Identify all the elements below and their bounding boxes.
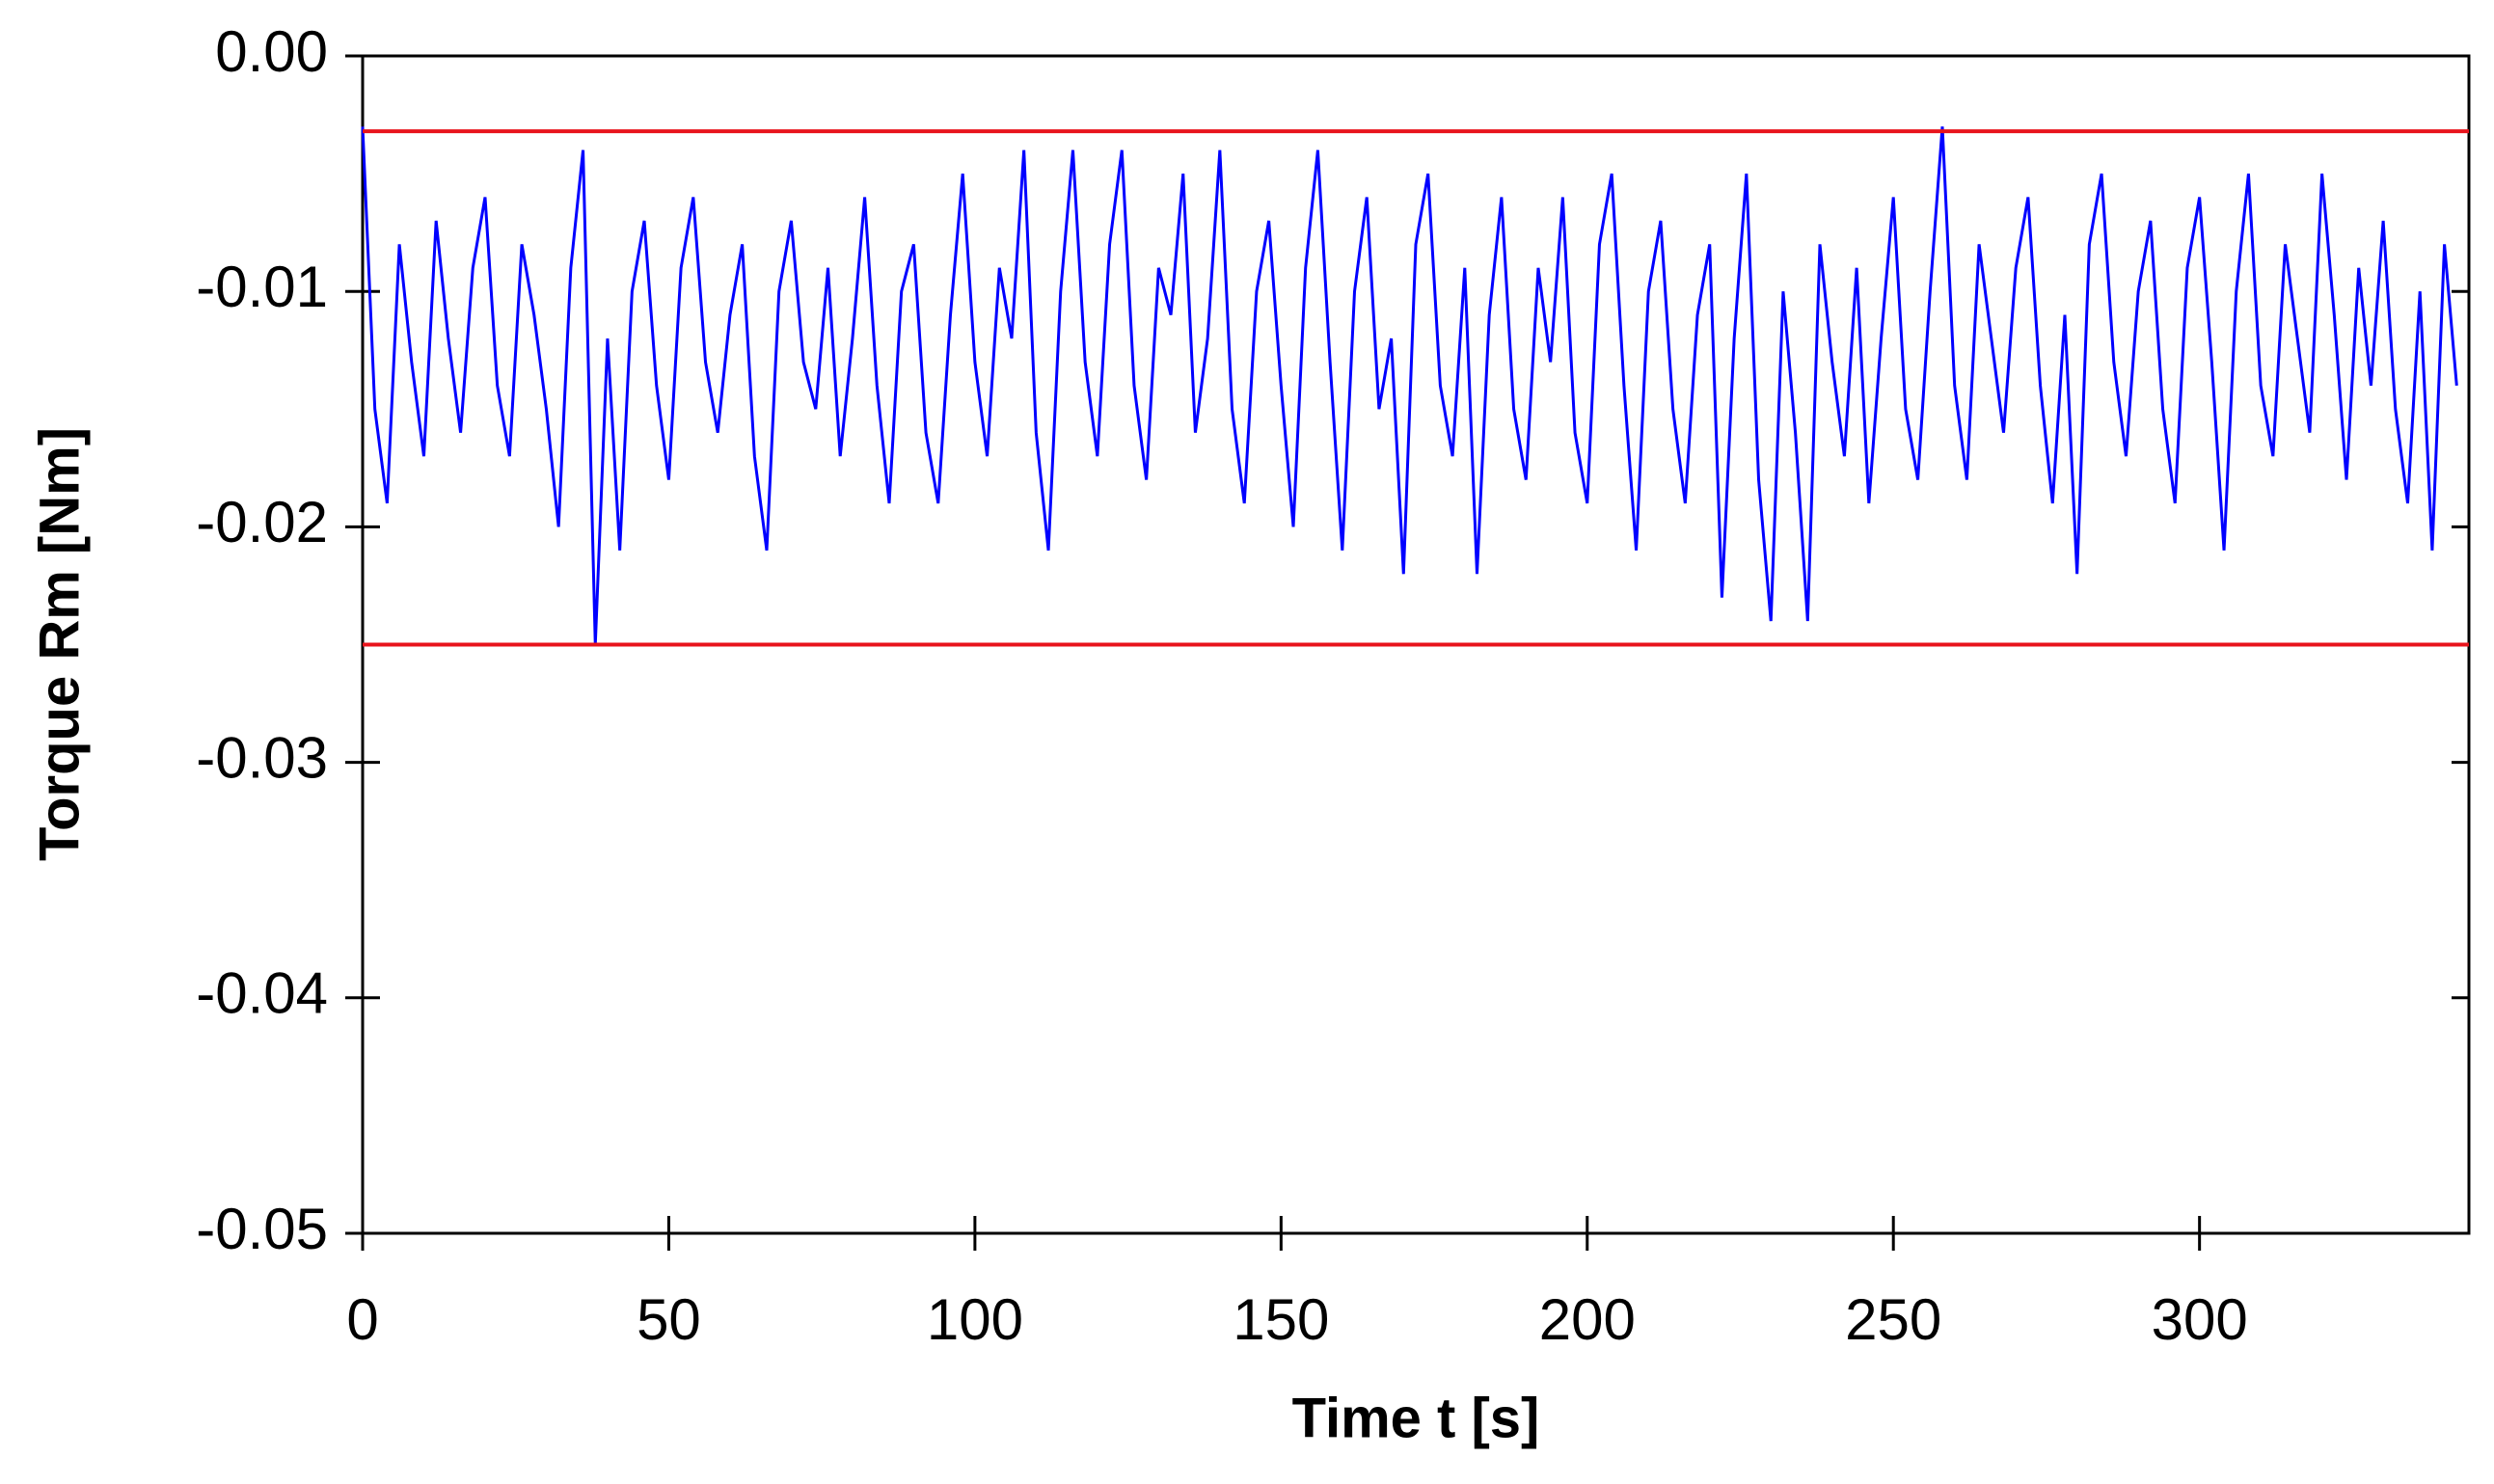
x-tick-label: 150 xyxy=(1233,1287,1329,1352)
data-line xyxy=(361,126,2458,645)
x-axis-title: Time t [s] xyxy=(1292,1387,1540,1449)
x-tick-label: 200 xyxy=(1539,1287,1636,1352)
y-axis-title: Torque Rm [Nm] xyxy=(28,427,91,861)
y-tick-label: -0.02 xyxy=(196,490,328,554)
x-tick-label: 250 xyxy=(1845,1287,1941,1352)
x-tick-label: 50 xyxy=(637,1287,701,1352)
y-tick-label: -0.05 xyxy=(196,1197,328,1261)
y-tick-label: -0.04 xyxy=(196,961,328,1026)
y-tick-label: 0.00 xyxy=(215,19,328,84)
x-tick-label: 100 xyxy=(927,1287,1023,1352)
x-tick-label: 300 xyxy=(2152,1287,2248,1352)
y-tick-label: -0.03 xyxy=(196,725,328,790)
y-tick-label: -0.01 xyxy=(196,255,328,319)
x-tick-label: 0 xyxy=(346,1287,378,1352)
